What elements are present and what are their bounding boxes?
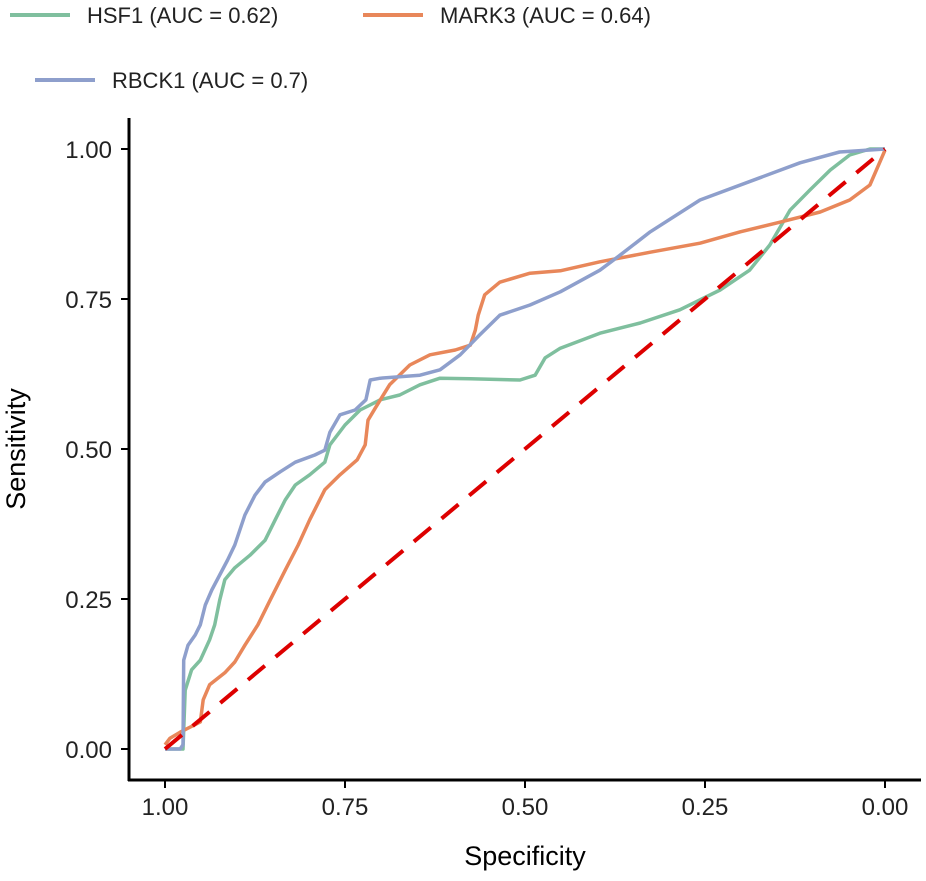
y-tick-label: 0.25 xyxy=(65,587,112,614)
x-tick-label: 0.50 xyxy=(502,794,549,821)
x-tick-label: 1.00 xyxy=(142,794,189,821)
reference-diagonal-line xyxy=(163,147,887,751)
y-tick-label: 1.00 xyxy=(65,137,112,164)
x-tick-label: 0.25 xyxy=(682,794,729,821)
legend: HSF1 (AUC = 0.62) MARK3 (AUC = 0.64) RBC… xyxy=(10,3,651,93)
legend-label-hsf1: HSF1 (AUC = 0.62) xyxy=(87,3,278,28)
y-tick-label: 0.00 xyxy=(65,737,112,764)
roc-line-mark3 xyxy=(163,149,887,746)
legend-label-rbck1: RBCK1 (AUC = 0.7) xyxy=(112,68,308,93)
x-axis-label: Specificity xyxy=(464,841,586,871)
x-tick-label: 0.75 xyxy=(322,794,369,821)
y-tick-label: 0.50 xyxy=(65,437,112,464)
roc-line-rbck1 xyxy=(165,147,886,751)
y-axis-label: Sensitivity xyxy=(1,388,31,510)
y-tick-label: 0.75 xyxy=(65,287,112,314)
x-tick-label: 0.00 xyxy=(862,794,909,821)
legend-label-mark3: MARK3 (AUC = 0.64) xyxy=(440,3,651,28)
